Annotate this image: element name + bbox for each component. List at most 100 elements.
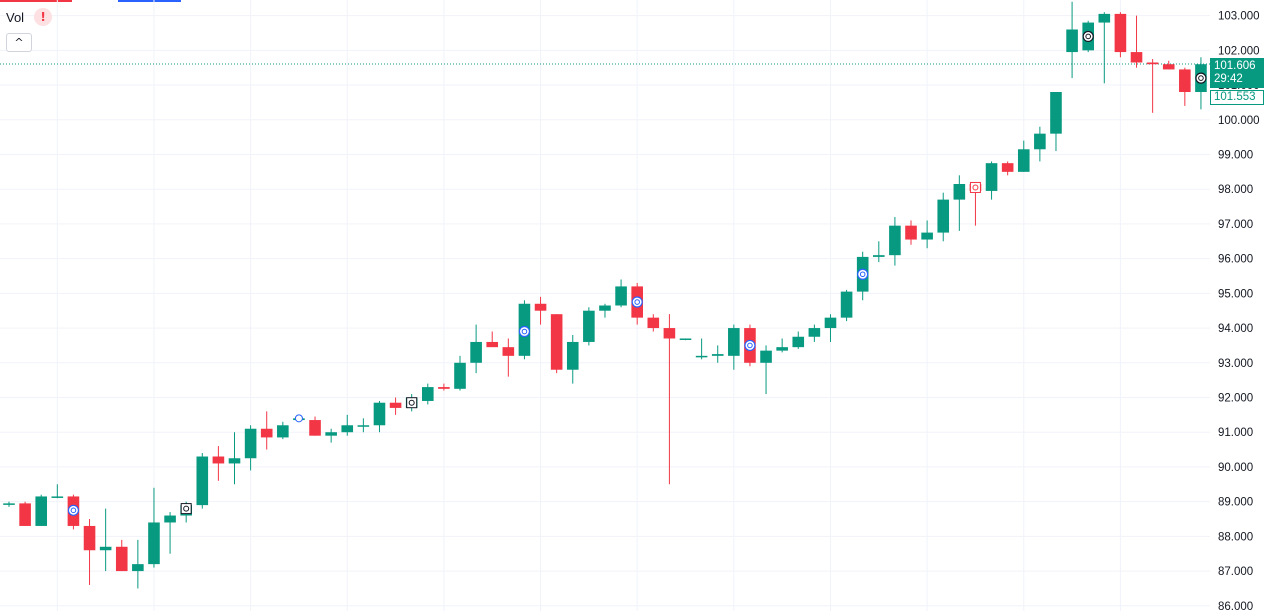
- candle[interactable]: [1050, 91, 1062, 152]
- candle[interactable]: [470, 324, 482, 374]
- event-marker-icon[interactable]: [67, 504, 80, 516]
- candle[interactable]: [663, 314, 676, 485]
- candle[interactable]: [325, 428, 337, 443]
- candle[interactable]: [679, 338, 692, 341]
- candle-body: [599, 305, 611, 311]
- candle[interactable]: [985, 161, 998, 200]
- candle[interactable]: [228, 432, 241, 485]
- candle[interactable]: [760, 345, 772, 395]
- volume-indicator-label[interactable]: Vol: [6, 9, 25, 25]
- candle[interactable]: [534, 296, 547, 325]
- candle-body: [808, 328, 821, 337]
- candle[interactable]: [454, 355, 466, 391]
- candle[interactable]: [615, 279, 627, 308]
- candle-body: [889, 225, 901, 256]
- candle-body: [985, 163, 998, 191]
- candle[interactable]: [51, 484, 64, 499]
- candle-body: [164, 515, 176, 523]
- candle[interactable]: [647, 314, 660, 332]
- candle[interactable]: [583, 307, 595, 346]
- event-marker-icon[interactable]: [1195, 72, 1207, 84]
- candle-body: [1146, 62, 1159, 65]
- event-marker-icon[interactable]: [294, 414, 303, 423]
- candle[interactable]: [905, 220, 917, 245]
- candle[interactable]: [937, 192, 950, 242]
- candle[interactable]: [341, 414, 354, 436]
- candle-body: [1114, 13, 1127, 53]
- candle[interactable]: [1179, 67, 1191, 106]
- marker-circle: [744, 339, 756, 352]
- event-marker-icon[interactable]: [406, 397, 418, 409]
- candle-body: [534, 303, 547, 311]
- candle[interactable]: [1001, 161, 1014, 176]
- candle[interactable]: [35, 494, 48, 526]
- event-marker-icon[interactable]: [631, 296, 643, 308]
- candle-body: [357, 425, 370, 427]
- candle[interactable]: [83, 519, 96, 585]
- candle[interactable]: [1114, 12, 1127, 58]
- candle[interactable]: [1017, 140, 1030, 172]
- candle[interactable]: [1130, 15, 1143, 68]
- candle-body: [711, 354, 724, 356]
- candle[interactable]: [421, 383, 434, 405]
- candle[interactable]: [277, 421, 289, 440]
- candle[interactable]: [212, 446, 225, 481]
- candle-body: [454, 362, 466, 389]
- candle[interactable]: [728, 324, 740, 370]
- candle[interactable]: [824, 314, 837, 342]
- marker-dot: [972, 184, 979, 191]
- candle[interactable]: [260, 411, 273, 450]
- event-marker-icon[interactable]: [744, 339, 756, 352]
- candle[interactable]: [953, 175, 966, 231]
- candle[interactable]: [357, 418, 370, 433]
- candle[interactable]: [438, 383, 450, 391]
- candle[interactable]: [1146, 59, 1159, 113]
- candle[interactable]: [889, 216, 901, 266]
- candle[interactable]: [840, 289, 853, 322]
- candle[interactable]: [3, 501, 15, 507]
- candle[interactable]: [196, 453, 209, 509]
- candle[interactable]: [921, 220, 933, 249]
- event-marker-icon[interactable]: [969, 181, 981, 193]
- candle[interactable]: [389, 397, 402, 415]
- candle[interactable]: [695, 338, 708, 360]
- candle[interactable]: [115, 539, 128, 572]
- candle[interactable]: [164, 512, 176, 554]
- candle[interactable]: [1066, 1, 1078, 79]
- event-marker-icon[interactable]: [518, 325, 531, 338]
- y-tick-label: 86.000: [1218, 601, 1253, 611]
- candle[interactable]: [776, 338, 788, 353]
- candle[interactable]: [1098, 12, 1111, 84]
- candle[interactable]: [309, 416, 321, 436]
- candle-body: [840, 291, 853, 318]
- candle[interactable]: [599, 303, 611, 318]
- candle[interactable]: [792, 331, 805, 349]
- candle-body: [277, 425, 289, 438]
- candle[interactable]: [99, 508, 112, 572]
- marker-dot: [183, 505, 190, 512]
- candle-body: [421, 387, 434, 401]
- candle[interactable]: [132, 539, 144, 589]
- candle[interactable]: [373, 400, 386, 433]
- candle[interactable]: [711, 345, 724, 363]
- candle[interactable]: [19, 501, 31, 526]
- candle-body: [873, 255, 885, 257]
- candle[interactable]: [486, 331, 499, 348]
- candle[interactable]: [550, 314, 563, 374]
- candle[interactable]: [1034, 126, 1046, 162]
- candle[interactable]: [1162, 60, 1175, 70]
- candle-body: [1098, 13, 1111, 23]
- warning-icon[interactable]: !: [34, 8, 53, 26]
- candle[interactable]: [566, 335, 579, 384]
- candle[interactable]: [808, 324, 821, 342]
- event-marker-icon[interactable]: [857, 268, 869, 280]
- event-marker-icon[interactable]: [1082, 30, 1094, 43]
- candle[interactable]: [148, 487, 160, 568]
- candle-body: [776, 347, 788, 351]
- event-marker-icon[interactable]: [180, 503, 192, 515]
- candle[interactable]: [244, 425, 257, 471]
- candle[interactable]: [502, 338, 515, 377]
- collapse-legend-button[interactable]: ^: [6, 33, 32, 52]
- candle[interactable]: [873, 241, 885, 263]
